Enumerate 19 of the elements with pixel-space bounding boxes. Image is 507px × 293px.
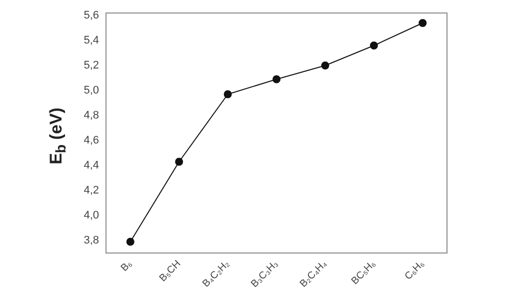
y-tick-label: 3,8 (84, 234, 99, 247)
y-tick-label: 4,6 (84, 134, 99, 147)
y-tick-label: 5,4 (84, 34, 99, 47)
y-tick-label: 4,0 (84, 210, 99, 222)
y-tick-label: 5,2 (84, 60, 99, 72)
point (321, 62, 330, 70)
y-tick-label: 5,6 (84, 10, 99, 22)
point (370, 42, 378, 50)
x-tick-label: C₆H₆ (403, 258, 427, 282)
y-tick-label: 4,8 (84, 110, 99, 122)
y-tick-label: 4,2 (84, 184, 99, 197)
point (418, 19, 427, 27)
point (175, 158, 184, 166)
x-tick-label: B₆ (119, 258, 134, 274)
y-tick-label: 4,4 (84, 160, 99, 172)
point (126, 238, 134, 246)
point (272, 75, 280, 84)
y-tick-label: 5,0 (84, 84, 99, 97)
point (224, 90, 232, 98)
